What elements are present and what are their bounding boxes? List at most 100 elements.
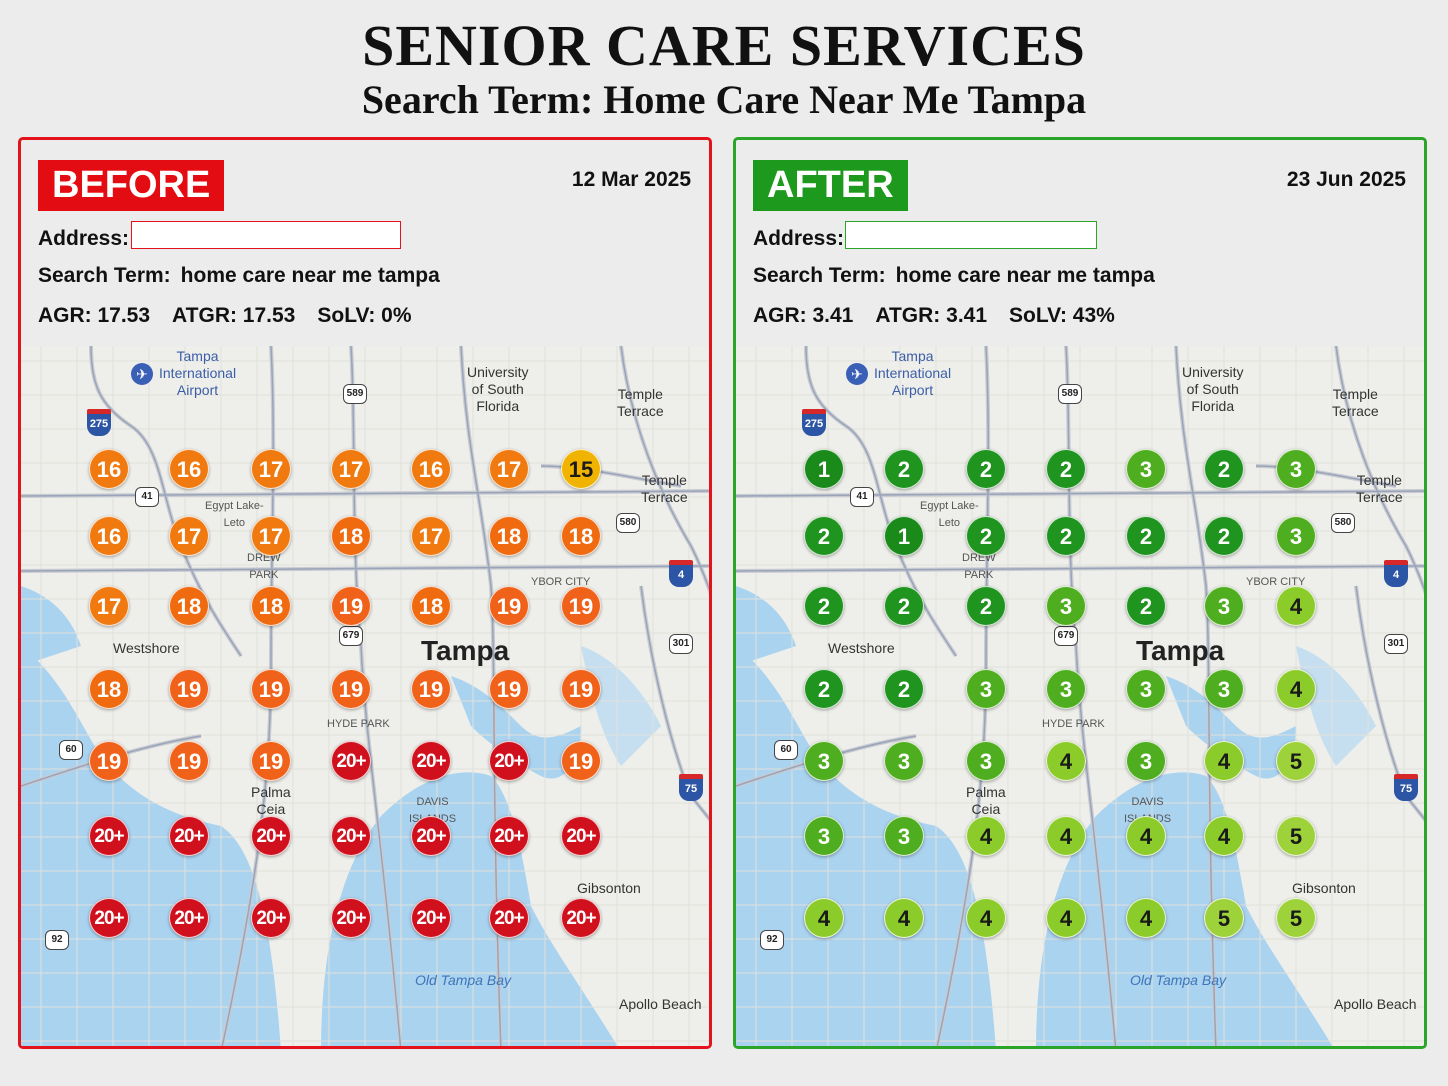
rank-pin[interactable]: 2: [966, 516, 1006, 556]
rank-pin[interactable]: 4: [1204, 816, 1244, 856]
rank-pin[interactable]: 17: [489, 449, 529, 489]
rank-pin[interactable]: 4: [884, 898, 924, 938]
rank-pin[interactable]: 2: [1046, 449, 1086, 489]
rank-pin[interactable]: 18: [169, 586, 209, 626]
rank-pin[interactable]: 18: [331, 516, 371, 556]
rank-pin[interactable]: 20+: [411, 741, 451, 781]
rank-pin[interactable]: 5: [1204, 898, 1244, 938]
rank-pin[interactable]: 18: [411, 586, 451, 626]
rank-pin[interactable]: 17: [251, 449, 291, 489]
rank-pin[interactable]: 3: [1276, 449, 1316, 489]
after-address-field[interactable]: [845, 221, 1097, 249]
rank-pin[interactable]: 20+: [169, 898, 209, 938]
rank-pin[interactable]: 19: [169, 669, 209, 709]
rank-pin[interactable]: 19: [489, 669, 529, 709]
rank-pin[interactable]: 16: [89, 449, 129, 489]
rank-pin[interactable]: 16: [411, 449, 451, 489]
rank-pin[interactable]: 2: [966, 449, 1006, 489]
rank-pin[interactable]: 3: [966, 669, 1006, 709]
rank-pin[interactable]: 5: [1276, 898, 1316, 938]
rank-pin[interactable]: 19: [169, 741, 209, 781]
rank-pin[interactable]: 3: [804, 816, 844, 856]
rank-pin[interactable]: 3: [966, 741, 1006, 781]
rank-pin[interactable]: 2: [884, 586, 924, 626]
rank-pin[interactable]: 3: [1046, 586, 1086, 626]
rank-pin[interactable]: 17: [169, 516, 209, 556]
rank-pin[interactable]: 20+: [411, 898, 451, 938]
rank-pin[interactable]: 17: [411, 516, 451, 556]
rank-pin[interactable]: 20+: [331, 741, 371, 781]
rank-pin[interactable]: 19: [251, 669, 291, 709]
rank-pin[interactable]: 16: [89, 516, 129, 556]
rank-pin[interactable]: 20+: [251, 816, 291, 856]
rank-pin[interactable]: 20+: [331, 816, 371, 856]
rank-pin[interactable]: 2: [884, 669, 924, 709]
before-address-field[interactable]: [131, 221, 401, 249]
rank-pin[interactable]: 20+: [561, 816, 601, 856]
rank-pin[interactable]: 3: [1126, 741, 1166, 781]
rank-pin[interactable]: 4: [1046, 898, 1086, 938]
rank-pin[interactable]: 19: [561, 669, 601, 709]
rank-pin[interactable]: 20+: [251, 898, 291, 938]
after-map[interactable]: ✈ Tampa International Airport University of S…: [736, 346, 1424, 1046]
rank-pin[interactable]: 20+: [89, 898, 129, 938]
rank-pin[interactable]: 18: [251, 586, 291, 626]
rank-pin[interactable]: 20+: [489, 741, 529, 781]
rank-pin[interactable]: 1: [884, 516, 924, 556]
rank-pin[interactable]: 20+: [89, 816, 129, 856]
rank-pin[interactable]: 2: [1126, 516, 1166, 556]
rank-pin[interactable]: 18: [489, 516, 529, 556]
rank-pin[interactable]: 18: [89, 669, 129, 709]
rank-pin[interactable]: 3: [804, 741, 844, 781]
rank-pin[interactable]: 4: [1204, 741, 1244, 781]
rank-pin[interactable]: 3: [1126, 449, 1166, 489]
rank-pin[interactable]: 2: [966, 586, 1006, 626]
rank-pin[interactable]: 5: [1276, 741, 1316, 781]
before-map[interactable]: ✈ Tampa International Airport University of S…: [21, 346, 709, 1046]
rank-pin[interactable]: 4: [1126, 816, 1166, 856]
rank-pin[interactable]: 20+: [169, 816, 209, 856]
rank-pin[interactable]: 20+: [411, 816, 451, 856]
rank-pin[interactable]: 4: [1126, 898, 1166, 938]
rank-pin[interactable]: 19: [489, 586, 529, 626]
rank-pin[interactable]: 15: [561, 449, 601, 489]
rank-pin[interactable]: 17: [89, 586, 129, 626]
rank-pin[interactable]: 19: [89, 741, 129, 781]
rank-pin[interactable]: 4: [1276, 669, 1316, 709]
rank-pin[interactable]: 19: [251, 741, 291, 781]
rank-pin[interactable]: 3: [1204, 586, 1244, 626]
rank-pin[interactable]: 16: [169, 449, 209, 489]
rank-pin[interactable]: 4: [1276, 586, 1316, 626]
rank-pin[interactable]: 2: [804, 516, 844, 556]
rank-pin[interactable]: 20+: [561, 898, 601, 938]
rank-pin[interactable]: 20+: [489, 898, 529, 938]
rank-pin[interactable]: 4: [804, 898, 844, 938]
rank-pin[interactable]: 1: [804, 449, 844, 489]
rank-pin[interactable]: 3: [884, 741, 924, 781]
rank-pin[interactable]: 2: [1204, 516, 1244, 556]
rank-pin[interactable]: 19: [561, 741, 601, 781]
rank-pin[interactable]: 2: [884, 449, 924, 489]
rank-pin[interactable]: 3: [1204, 669, 1244, 709]
rank-pin[interactable]: 20+: [489, 816, 529, 856]
rank-pin[interactable]: 19: [331, 586, 371, 626]
rank-pin[interactable]: 19: [331, 669, 371, 709]
rank-pin[interactable]: 17: [331, 449, 371, 489]
rank-pin[interactable]: 2: [804, 669, 844, 709]
rank-pin[interactable]: 3: [1126, 669, 1166, 709]
rank-pin[interactable]: 3: [884, 816, 924, 856]
rank-pin[interactable]: 18: [561, 516, 601, 556]
rank-pin[interactable]: 2: [804, 586, 844, 626]
rank-pin[interactable]: 4: [966, 898, 1006, 938]
rank-pin[interactable]: 20+: [331, 898, 371, 938]
rank-pin[interactable]: 5: [1276, 816, 1316, 856]
rank-pin[interactable]: 2: [1126, 586, 1166, 626]
rank-pin[interactable]: 4: [1046, 741, 1086, 781]
rank-pin[interactable]: 19: [561, 586, 601, 626]
rank-pin[interactable]: 4: [1046, 816, 1086, 856]
rank-pin[interactable]: 3: [1276, 516, 1316, 556]
rank-pin[interactable]: 2: [1046, 516, 1086, 556]
rank-pin[interactable]: 2: [1204, 449, 1244, 489]
rank-pin[interactable]: 17: [251, 516, 291, 556]
rank-pin[interactable]: 3: [1046, 669, 1086, 709]
